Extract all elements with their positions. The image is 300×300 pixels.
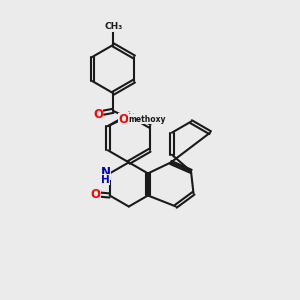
Text: methoxy: methoxy: [128, 115, 166, 124]
Text: O: O: [93, 108, 103, 121]
Text: O: O: [123, 112, 133, 125]
Text: CH₃: CH₃: [104, 22, 122, 31]
Text: N: N: [100, 166, 111, 179]
Text: O: O: [90, 188, 100, 200]
Text: O: O: [118, 113, 128, 126]
Text: methoxy: methoxy: [128, 115, 166, 124]
Text: H: H: [101, 175, 110, 185]
